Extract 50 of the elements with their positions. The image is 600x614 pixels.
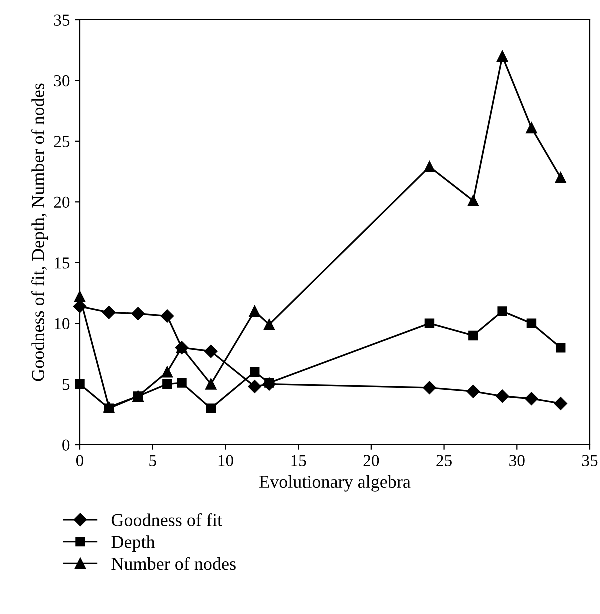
point	[424, 318, 435, 328]
point	[526, 122, 538, 134]
x-tick-label: 5	[150, 455, 156, 466]
legend-label: Number of nodes	[112, 557, 236, 570]
y-axis-title: Goodness of fit, Depth, Number of nodes	[32, 84, 48, 382]
point	[250, 367, 260, 378]
x-tick-label: 15	[292, 455, 306, 466]
x-tick-label: 35	[582, 455, 598, 466]
point	[102, 306, 116, 320]
point	[264, 319, 275, 330]
point	[468, 330, 478, 341]
point	[162, 379, 172, 390]
y-tick-label: 5	[62, 379, 70, 390]
point	[525, 392, 538, 406]
y-tick-label: 0	[62, 440, 70, 451]
point	[496, 390, 510, 404]
point	[424, 161, 436, 172]
point	[466, 384, 480, 398]
point	[206, 404, 216, 414]
point	[132, 307, 145, 320]
y-tick-label: 20	[54, 196, 70, 208]
legend-label: Goodness of fit	[112, 514, 222, 526]
point	[423, 381, 436, 395]
point	[555, 172, 566, 184]
point	[497, 50, 508, 62]
x-tick-label: 0	[76, 455, 84, 466]
point	[468, 195, 479, 206]
x-axis-title: Evolutionary algebra	[260, 475, 411, 492]
x-tick-label: 30	[510, 455, 525, 466]
point	[526, 318, 537, 328]
point	[498, 306, 508, 316]
point	[554, 397, 568, 410]
y-tick-label: 10	[55, 318, 70, 330]
point	[556, 342, 566, 353]
x-tick-label: 20	[364, 455, 380, 466]
y-tick-label: 15	[55, 258, 70, 269]
x-tick-label: 25	[436, 455, 452, 466]
point	[162, 366, 173, 378]
point	[206, 378, 217, 390]
y-tick-label: 25	[54, 136, 70, 148]
point	[75, 379, 85, 390]
y-tick-label: 30	[54, 75, 70, 87]
point	[248, 380, 262, 394]
x-tick-label: 10	[218, 455, 234, 466]
point	[249, 306, 260, 317]
point	[177, 378, 187, 388]
point	[204, 344, 218, 358]
point	[160, 310, 174, 323]
y-tick-label: 35	[54, 14, 70, 26]
legend-label: Depth	[112, 536, 156, 552]
